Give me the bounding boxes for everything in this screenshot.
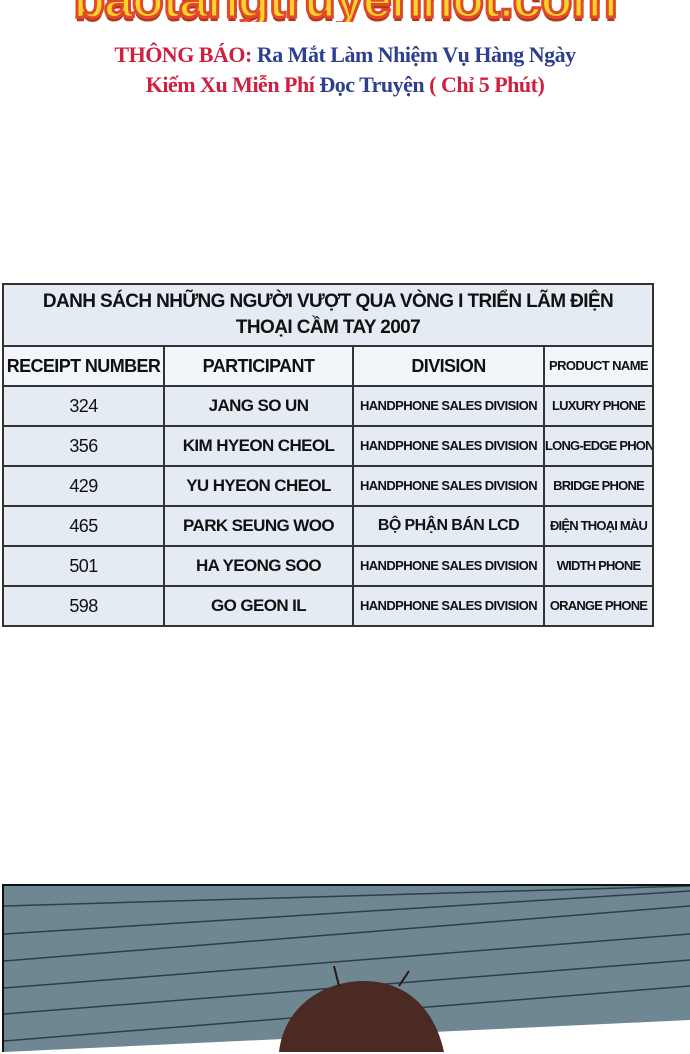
receipt-number: 429 — [2, 465, 165, 507]
comic-panel — [2, 884, 690, 1052]
col-header: PRODUCT NAME — [542, 345, 655, 387]
product-name: BRIDGE PHONE — [542, 465, 655, 507]
col-header: DIVISION — [352, 345, 545, 387]
division: HANDPHONE SALES DIVISION — [352, 585, 545, 627]
col-header: PARTICIPANT — [163, 345, 354, 387]
participant: YU HYEON CHEOL — [163, 465, 354, 507]
division: HANDPHONE SALES DIVISION — [352, 465, 545, 507]
notice-label: THÔNG BÁO: — [114, 42, 252, 67]
sky-area — [4, 886, 690, 1052]
hair-strands — [333, 965, 410, 987]
notice-text: Ra Mắt Làm Nhiệm Vụ Hàng Ngày — [256, 42, 576, 67]
table-title: DANH SÁCH NHỮNG NGƯỜI VƯỢT QUA VÒNG I TR… — [1, 283, 655, 347]
notice-line-1: THÔNG BÁO: Ra Mắt Làm Nhiệm Vụ Hàng Ngày — [0, 42, 690, 68]
panel-art — [4, 886, 690, 1052]
division: HANDPHONE SALES DIVISION — [352, 545, 545, 587]
table-row: 324 JANG SO UN HANDPHONE SALES DIVISION LUX… — [2, 385, 655, 427]
product-name: ORANGE PHONE — [542, 585, 655, 627]
table-row: 429 YU HYEON CHEOL HANDPHONE SALES DIVISIO… — [2, 465, 655, 507]
notice-text-red: Kiếm Xu Miễn Phí — [145, 72, 315, 97]
table-row: 356 KIM HYEON CHEOL HANDPHONE SALES DIVISI… — [2, 425, 655, 467]
table-row: 465 PARK SEUNG WOO BỘ PHẬN BÁN LCD ĐIỆN THO… — [2, 505, 655, 547]
division: BỘ PHẬN BÁN LCD — [352, 505, 545, 547]
table-row: 501 HA YEONG SOO HANDPHONE SALES DIVISION W… — [2, 545, 655, 587]
product-name: WIDTH PHONE — [542, 545, 655, 587]
participant: JANG SO UN — [163, 385, 354, 427]
receipt-number: 501 — [2, 545, 165, 587]
division: HANDPHONE SALES DIVISION — [352, 385, 545, 427]
product-name: ĐIỆN THOẠI MÀU — [542, 505, 655, 547]
receipt-number: 356 — [2, 425, 165, 467]
participant: GO GEON IL — [163, 585, 354, 627]
site-logo: baotangtruyenhot.com — [0, 0, 690, 22]
participant: HA YEONG SOO — [163, 545, 354, 587]
division: HANDPHONE SALES DIVISION — [352, 425, 545, 467]
table-row: 598 GO GEON IL HANDPHONE SALES DIVISION ORA… — [2, 585, 655, 627]
receipt-number: 598 — [2, 585, 165, 627]
participant: PARK SEUNG WOO — [163, 505, 354, 547]
product-name: LONG-EDGE PHONE — [542, 425, 655, 467]
notice-text-end: ( Chỉ 5 Phút) — [429, 72, 545, 97]
col-header: RECEIPT NUMBER — [2, 345, 165, 387]
receipt-number: 324 — [2, 385, 165, 427]
receipt-number: 465 — [2, 505, 165, 547]
notice-text-blue: Đọc Truyện — [319, 72, 425, 97]
participant-table: DANH SÁCH NHỮNG NGƯỜI VƯỢT QUA VÒNG I TR… — [1, 283, 655, 627]
table-body: 324 JANG SO UN HANDPHONE SALES DIVISION LUX… — [2, 385, 655, 627]
participant: KIM HYEON CHEOL — [163, 425, 354, 467]
product-name: LUXURY PHONE — [542, 385, 655, 427]
character-hair — [279, 981, 444, 1052]
notice-line-2: Kiếm Xu Miễn Phí Đọc Truyện ( Chỉ 5 Phút… — [0, 72, 690, 98]
